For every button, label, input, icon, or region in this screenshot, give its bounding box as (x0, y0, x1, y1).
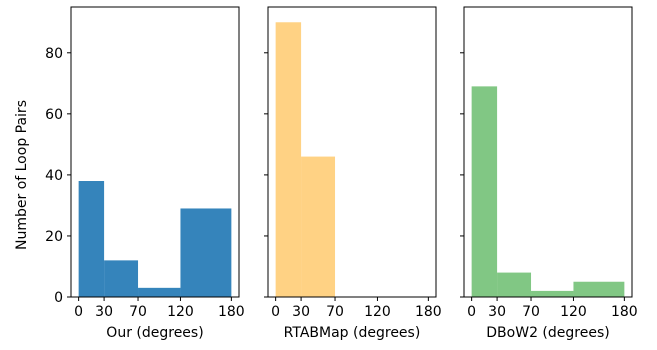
x-axis-label: Our (degrees) (106, 325, 203, 341)
histogram-bar (573, 281, 625, 297)
y-tick-label: 0 (54, 290, 63, 306)
y-tick-label: 60 (45, 107, 63, 123)
histogram-panel-2: 0 30 70 120 180 RTABMap (degrees) (264, 6, 442, 341)
x-tick-label: 180 (218, 304, 245, 320)
x-axis-label: RTABMap (degrees) (284, 325, 421, 341)
x-tick-label: 30 (292, 304, 310, 320)
histogram-bar (180, 208, 232, 297)
x-axis-label: DBoW2 (degrees) (486, 325, 609, 341)
x-tick-label: 120 (364, 304, 391, 320)
histogram-bar (497, 272, 532, 297)
x-tick-label: 70 (326, 304, 344, 320)
histogram-bar (104, 260, 139, 297)
x-tick-label: 70 (129, 304, 147, 320)
y-tick-label: 80 (45, 46, 63, 62)
x-tick-label: 120 (560, 304, 587, 320)
axes-frame (267, 6, 437, 298)
y-tick-label: 40 (45, 168, 63, 184)
y-tick-label: 20 (45, 229, 63, 245)
histogram-bar (471, 86, 498, 297)
x-tick-label: 180 (611, 304, 638, 320)
x-tick-label: 180 (415, 304, 442, 320)
histogram-bar (531, 290, 574, 297)
x-tick-label: 0 (74, 304, 83, 320)
histogram-bar (275, 22, 302, 298)
x-tick-label: 30 (488, 304, 506, 320)
axes-frame (463, 6, 633, 298)
x-tick-label: 0 (271, 304, 280, 320)
histogram-bar (78, 181, 105, 297)
x-tick-label: 0 (467, 304, 476, 320)
histogram-panel-1: 0 30 70 120 180 0 20 40 60 80 Our (degrees) (45, 6, 245, 341)
x-tick-label: 30 (95, 304, 113, 320)
y-axis-label: Number of Loop Pairs (14, 100, 30, 250)
histogram-bar (301, 156, 336, 297)
x-tick-label: 120 (167, 304, 194, 320)
histogram-bar (138, 287, 181, 297)
axes-frame (70, 6, 240, 298)
x-tick-label: 70 (522, 304, 540, 320)
